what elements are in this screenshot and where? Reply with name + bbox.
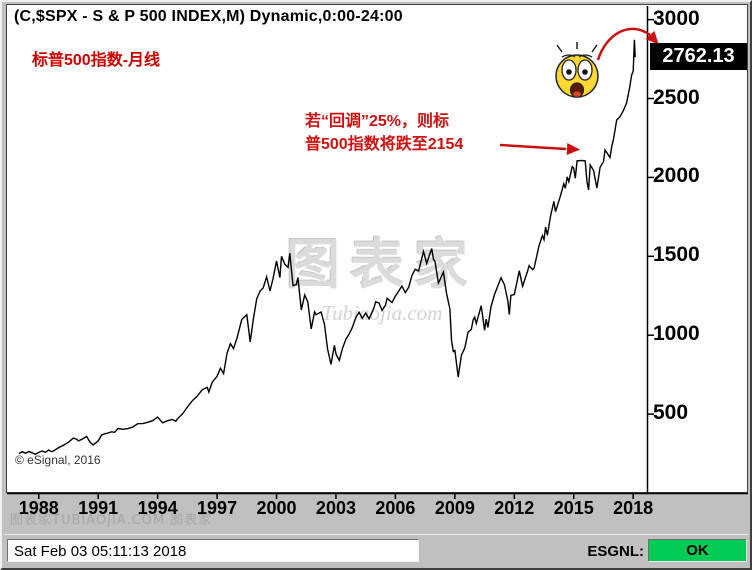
status-bar: Sat Feb 03 05:11:13 2018 ESGNL: OK bbox=[4, 534, 748, 567]
copyright-text: © eSignal, 2016 bbox=[15, 453, 101, 467]
correction-annotation: 若“回调”25%，则标 普500指数将跌至2154 bbox=[305, 110, 463, 156]
y-axis-label: 3000 bbox=[653, 6, 700, 30]
y-axis-label: 500 bbox=[653, 401, 689, 425]
x-axis-label: 2015 bbox=[553, 498, 594, 518]
y-axis-label: 1000 bbox=[653, 322, 700, 346]
chart-subtitle-cn: 标普500指数-月线 bbox=[32, 52, 161, 69]
x-axis-label: 1991 bbox=[78, 498, 119, 518]
x-axis-label: 2018 bbox=[613, 498, 654, 518]
feed-status-ok-button[interactable]: OK bbox=[648, 539, 747, 562]
correction-annotation-line2: 普500指数将跌至2154 bbox=[305, 136, 464, 153]
x-axis-label: 1994 bbox=[137, 498, 178, 518]
watermark: 图表家 Tubiaojia.com bbox=[132, 220, 632, 326]
y-axis-label: 1500 bbox=[653, 243, 700, 267]
x-axis-label: 2000 bbox=[256, 498, 297, 518]
y-axis-label: 2500 bbox=[653, 85, 700, 109]
feed-status-label: ESGNL: bbox=[587, 543, 644, 560]
correction-annotation-line1: 若“回调”25%，则标 bbox=[305, 113, 450, 130]
status-time-field: Sat Feb 03 05:11:13 2018 bbox=[7, 539, 419, 562]
x-axis-label: 1988 bbox=[18, 498, 59, 518]
x-axis-label: 2009 bbox=[434, 498, 475, 518]
y-axis-label: 2000 bbox=[653, 164, 700, 188]
x-axis-label: 1997 bbox=[197, 498, 238, 518]
x-axis-label: 2006 bbox=[375, 498, 416, 518]
x-axis-label: 2003 bbox=[315, 498, 356, 518]
chart-title: (C,$SPX - S & P 500 INDEX,M) Dynamic,0:0… bbox=[14, 8, 403, 25]
x-axis-label: 2012 bbox=[494, 498, 535, 518]
watermark-url: Tubiaojia.com bbox=[321, 301, 443, 325]
last-price-badge: 2762.13 bbox=[650, 43, 747, 71]
watermark-text: 图表家 bbox=[286, 233, 478, 296]
watermark-footer: 图表家TUBIAOJIA.COM 图表家 bbox=[10, 513, 213, 528]
